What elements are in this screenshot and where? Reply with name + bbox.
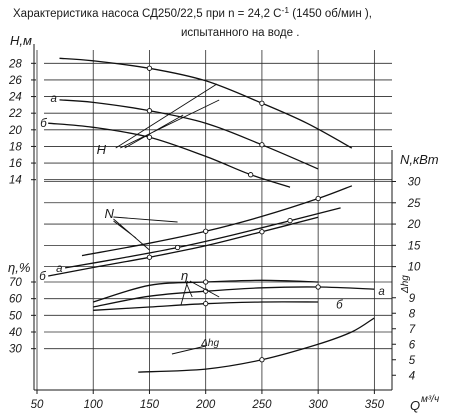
x-tick-label: 50 <box>31 399 44 411</box>
npsh-tick-label: 4 <box>409 370 415 382</box>
head-data-point <box>259 142 265 148</box>
power-curves-tag: N <box>104 206 114 221</box>
power-axis-label: N,кВт <box>400 152 439 167</box>
npsh-tick-label: 9 <box>409 293 416 305</box>
axes: 14 16 18 20 22 24 26 28 H,м 10 15 20 25 30 N,кВт 30 40 50… <box>8 33 439 413</box>
power-curve-б <box>48 216 319 277</box>
power-data-point <box>315 195 321 202</box>
head-tick-label: 22 <box>8 108 22 120</box>
efficiency-curves-tag: η <box>181 268 188 283</box>
head-axis-label: H,м <box>10 33 32 48</box>
power-tick-label: 20 <box>407 219 421 231</box>
head-curve-full <box>59 57 353 149</box>
head-curve-б <box>48 122 291 188</box>
npsh-tick-label: 8 <box>409 308 416 320</box>
head-data-point <box>146 134 153 140</box>
x-tick-label: 150 <box>140 399 160 411</box>
power-data-point <box>203 228 209 234</box>
efficiency-leader-lines <box>180 280 220 306</box>
npsh-tick-label: 5 <box>409 355 416 367</box>
head-tick-label: 24 <box>8 92 22 104</box>
power-data-point <box>174 244 181 251</box>
efficiency-curve-а <box>93 286 375 308</box>
efficiency-data-point <box>203 301 209 307</box>
efficiency-tick-label: 50 <box>9 310 22 322</box>
efficiency-axis-label: η,% <box>8 260 30 275</box>
x-tick-label: 300 <box>309 399 329 411</box>
x-axis-label: Q <box>410 398 420 413</box>
power-tick-label: 30 <box>408 177 421 189</box>
power-data-point <box>287 218 293 224</box>
x-axis-unit: м³/ч <box>421 394 439 405</box>
power-data-point <box>259 229 265 235</box>
power-leader-lines <box>113 216 178 251</box>
head-data-point <box>259 100 265 106</box>
power-curve-label-а: а <box>56 263 62 275</box>
head-curve-label-а: а <box>50 93 56 105</box>
npsh-curve-tag: Δhg <box>200 338 219 349</box>
head-curve-label-б: б <box>40 118 47 130</box>
head-data-point <box>146 108 153 114</box>
efficiency-data-point <box>315 284 321 290</box>
efficiency-tick-label: 60 <box>9 294 22 306</box>
chart-title-rpm: (1450 об/мин ), <box>289 8 372 20</box>
chart-title-line2: испытанного на воде . <box>181 27 299 39</box>
head-tick-label: 18 <box>9 141 22 153</box>
efficiency-data-point <box>203 279 209 285</box>
head-tick-label: 16 <box>9 158 22 170</box>
chart-title-line1: Характеристика насоса СД250/22,5 при n =… <box>13 5 372 20</box>
grid <box>36 50 392 390</box>
npsh-tick-label: 6 <box>409 339 416 351</box>
power-tick-label: 15 <box>408 240 421 252</box>
x-tick-label: 100 <box>84 399 104 411</box>
npsh-axis-label: Δhg <box>400 275 411 294</box>
curves <box>48 57 375 373</box>
head-curve-а <box>59 99 319 170</box>
power-curve-а <box>64 207 341 269</box>
efficiency-tick-label: 70 <box>9 277 22 289</box>
power-curve-full <box>81 185 353 257</box>
x-tick-label: 200 <box>195 399 216 411</box>
head-data-point <box>248 172 254 178</box>
head-curves-tag: H <box>97 142 107 157</box>
power-tick-label: 10 <box>408 262 421 274</box>
npsh-data-point <box>259 357 265 363</box>
head-data-point <box>146 65 153 71</box>
npsh-tick-label: 7 <box>409 324 416 336</box>
npsh-leader-line <box>171 345 206 355</box>
chart-title-superscript: -1 <box>281 5 289 15</box>
head-tick-label: 28 <box>8 58 22 70</box>
power-tick-label: 25 <box>407 198 421 210</box>
efficiency-curve-label-а: а <box>378 286 384 298</box>
power-curve-label-б: б <box>39 271 46 283</box>
x-tick-label: 250 <box>251 399 272 411</box>
efficiency-curve-label-б: б <box>336 299 343 311</box>
npsh-curve <box>138 317 375 373</box>
x-tick-label: 350 <box>365 399 385 411</box>
head-tick-label: 26 <box>8 75 22 87</box>
chart-title-main: Характеристика насоса СД250/22,5 при n =… <box>13 8 281 20</box>
head-tick-label: 14 <box>9 175 22 187</box>
efficiency-tick-label: 30 <box>9 344 22 356</box>
efficiency-tick-label: 40 <box>9 327 22 339</box>
power-data-point <box>146 254 153 260</box>
head-leader-lines <box>115 83 220 149</box>
head-tick-label: 20 <box>8 125 22 137</box>
